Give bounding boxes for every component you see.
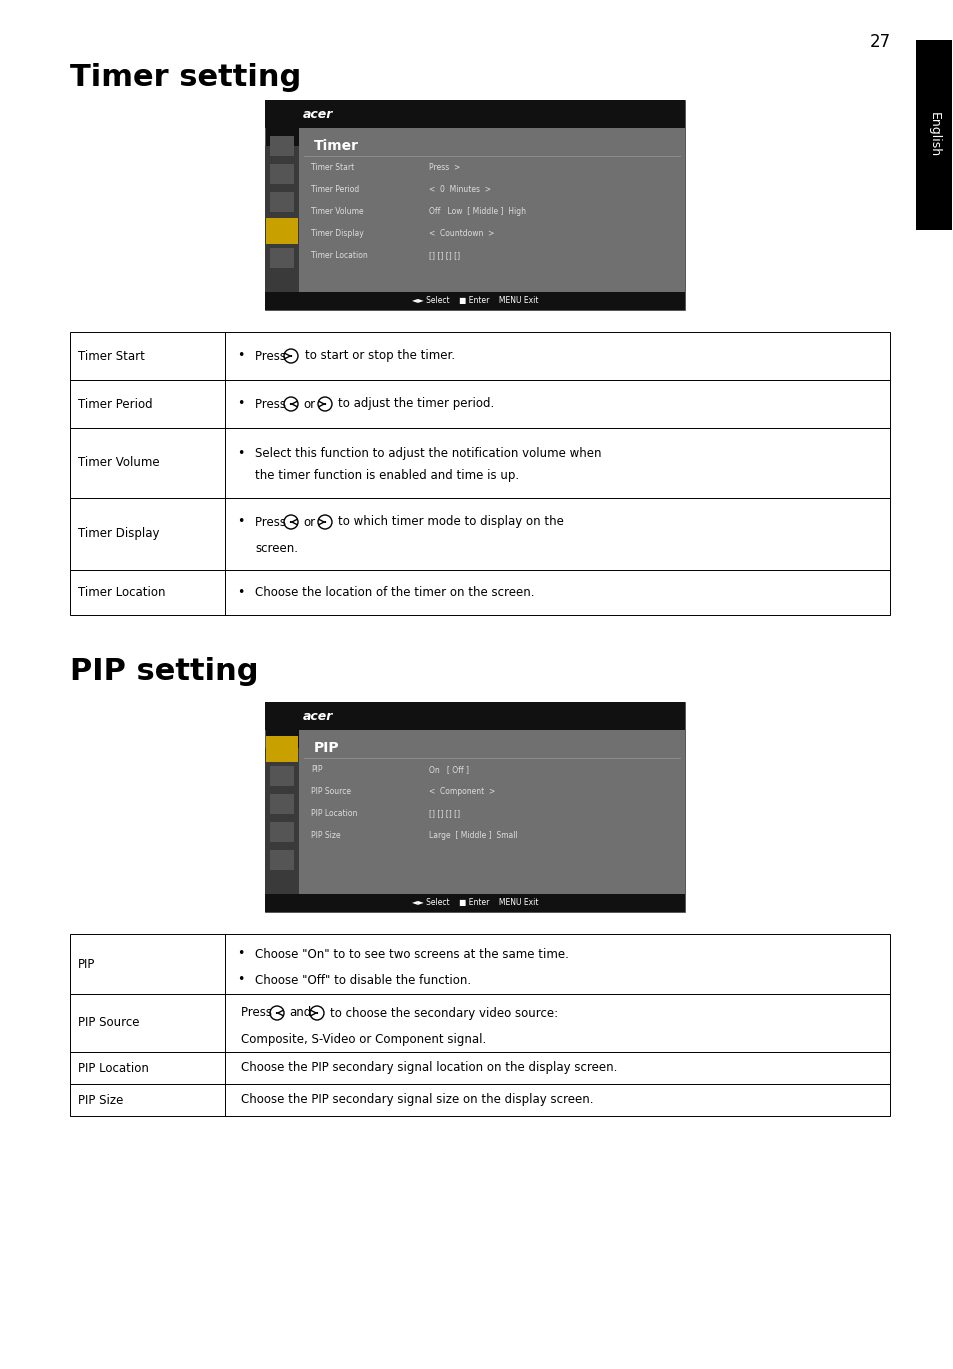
Bar: [270, 164, 294, 183]
Text: to adjust the timer period.: to adjust the timer period.: [337, 397, 494, 411]
Bar: [265, 292, 684, 309]
Text: •: •: [237, 516, 244, 528]
Bar: [70, 1051, 889, 1084]
Text: PIP setting: PIP setting: [70, 657, 258, 686]
Text: [] [] [] []: [] [] [] []: [429, 809, 459, 819]
Text: and: and: [289, 1006, 311, 1020]
Text: Press: Press: [241, 1006, 275, 1020]
Text: to start or stop the timer.: to start or stop the timer.: [305, 349, 455, 363]
Text: Choose "On" to to see two screens at the same time.: Choose "On" to to see two screens at the…: [254, 947, 568, 961]
Text: Off   Low  [ Middle ]  High: Off Low [ Middle ] High: [429, 208, 525, 216]
Text: Composite, S-Video or Component signal.: Composite, S-Video or Component signal.: [241, 1032, 486, 1046]
Text: Timer setting: Timer setting: [70, 63, 301, 92]
Bar: [265, 894, 684, 912]
Bar: [266, 737, 297, 763]
Bar: [70, 428, 889, 498]
Text: •: •: [237, 586, 244, 600]
Bar: [265, 702, 684, 730]
Text: or: or: [303, 516, 314, 528]
Text: acer: acer: [303, 108, 333, 120]
Bar: [70, 333, 889, 381]
Bar: [265, 747, 298, 912]
Bar: [270, 821, 294, 842]
Bar: [265, 100, 684, 309]
Text: PIP Size: PIP Size: [78, 1094, 123, 1106]
Text: PIP Location: PIP Location: [311, 809, 357, 819]
Text: Timer Location: Timer Location: [78, 586, 165, 600]
Bar: [298, 127, 684, 292]
Text: Timer Display: Timer Display: [311, 230, 363, 238]
Text: PIP Source: PIP Source: [78, 1017, 139, 1029]
Bar: [70, 570, 889, 615]
Bar: [298, 730, 684, 894]
Bar: [270, 850, 294, 871]
Bar: [265, 146, 298, 309]
Text: to choose the secondary video source:: to choose the secondary video source:: [330, 1006, 558, 1020]
Bar: [270, 136, 294, 156]
Text: PIP: PIP: [314, 741, 339, 754]
Text: Press  >: Press >: [429, 163, 459, 172]
Text: to which timer mode to display on the: to which timer mode to display on the: [337, 516, 563, 528]
Text: Choose "Off" to disable the function.: Choose "Off" to disable the function.: [254, 973, 471, 987]
Text: acer: acer: [303, 709, 333, 723]
Text: [] [] [] []: [] [] [] []: [429, 252, 459, 260]
Text: Timer Display: Timer Display: [78, 527, 159, 541]
Text: Timer Location: Timer Location: [311, 252, 367, 260]
Bar: [265, 702, 684, 912]
Bar: [70, 498, 889, 570]
Text: Timer Period: Timer Period: [78, 397, 152, 411]
Text: English: English: [926, 112, 940, 157]
Text: Timer Volume: Timer Volume: [311, 208, 363, 216]
Text: PIP Source: PIP Source: [311, 787, 351, 797]
Text: <  0  Minutes  >: < 0 Minutes >: [429, 186, 491, 194]
Text: 27: 27: [868, 33, 890, 51]
Bar: [270, 220, 294, 240]
Text: •: •: [237, 446, 244, 460]
Text: Select this function to adjust the notification volume when: Select this function to adjust the notif…: [254, 446, 601, 460]
Text: Press: Press: [254, 397, 290, 411]
Text: PIP: PIP: [78, 957, 95, 971]
Bar: [70, 381, 889, 428]
Text: Large  [ Middle ]  Small: Large [ Middle ] Small: [429, 831, 517, 841]
Bar: [270, 192, 294, 212]
Text: PIP Size: PIP Size: [311, 831, 340, 841]
Bar: [270, 248, 294, 268]
Text: Timer: Timer: [314, 140, 358, 153]
Text: Timer Period: Timer Period: [311, 186, 359, 194]
Text: Choose the PIP secondary signal location on the display screen.: Choose the PIP secondary signal location…: [241, 1061, 617, 1075]
Text: PIP: PIP: [311, 765, 322, 775]
Text: Timer Start: Timer Start: [78, 349, 145, 363]
Text: Press: Press: [254, 516, 290, 528]
Bar: [270, 738, 294, 758]
Text: •: •: [237, 947, 244, 961]
Text: •: •: [237, 349, 244, 363]
Text: On   [ Off ]: On [ Off ]: [429, 765, 469, 775]
Text: ◄► Select    ■ Enter    MENU Exit: ◄► Select ■ Enter MENU Exit: [412, 898, 537, 908]
Text: •: •: [237, 973, 244, 987]
Text: Choose the location of the timer on the screen.: Choose the location of the timer on the …: [254, 586, 534, 600]
Bar: [70, 1084, 889, 1116]
Bar: [70, 934, 889, 994]
Text: screen.: screen.: [254, 542, 297, 554]
Text: PIP Location: PIP Location: [78, 1061, 149, 1075]
Text: Timer Start: Timer Start: [311, 163, 354, 172]
Text: <  Component  >: < Component >: [429, 787, 495, 797]
Bar: [915, 40, 951, 230]
Text: •: •: [237, 397, 244, 411]
Bar: [70, 994, 889, 1051]
Bar: [266, 218, 297, 244]
Text: Timer Volume: Timer Volume: [78, 456, 159, 470]
Bar: [265, 100, 684, 127]
Text: or: or: [303, 397, 314, 411]
Text: Press: Press: [254, 349, 290, 363]
Text: ◄► Select    ■ Enter    MENU Exit: ◄► Select ■ Enter MENU Exit: [412, 297, 537, 305]
Text: the timer function is enabled and time is up.: the timer function is enabled and time i…: [254, 468, 518, 482]
Bar: [270, 794, 294, 815]
Text: Choose the PIP secondary signal size on the display screen.: Choose the PIP secondary signal size on …: [241, 1094, 593, 1106]
Bar: [270, 767, 294, 786]
Text: <  Countdown  >: < Countdown >: [429, 230, 494, 238]
